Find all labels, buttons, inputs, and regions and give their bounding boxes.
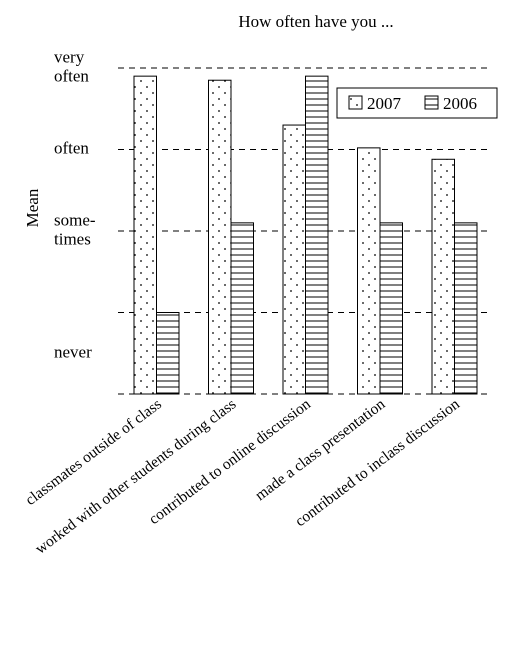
legend-label-2007: 2007 — [367, 94, 402, 113]
legend-swatch-2007 — [348, 95, 363, 110]
bar-2007-1 — [208, 79, 232, 395]
bar-2007-4 — [431, 158, 455, 395]
y-tick-label-3: very often — [54, 48, 89, 86]
legend-box — [336, 87, 498, 119]
bar-2006-4 — [454, 222, 478, 395]
x-tick-label-0: classmates outside of class — [22, 396, 165, 509]
y-tick-label-0: never — [54, 342, 92, 361]
y-tick-label-1: some-times — [54, 211, 96, 249]
y-tick-label-3-line-0: very — [54, 48, 85, 67]
y-axis-label: Mean — [23, 188, 42, 227]
y-tick-label-2: often — [54, 139, 89, 158]
y-tick-label-0-line-0: never — [54, 342, 92, 361]
y-tick-label-1-line-1: times — [54, 230, 91, 249]
bar-2006-2 — [305, 75, 329, 395]
bar-2007-0 — [133, 75, 157, 395]
gridlines — [118, 67, 490, 395]
y-tick-label-1-line-0: some- — [54, 211, 96, 230]
chart-title: How often have you ... — [238, 12, 393, 31]
bar-2006-3 — [379, 222, 403, 395]
legend-swatch-2006 — [424, 95, 439, 110]
bar-2006-1 — [230, 222, 254, 395]
bar-2006-0 — [156, 312, 180, 395]
bar-2007-3 — [357, 147, 381, 395]
legend: 2007 2006 — [336, 87, 498, 119]
legend-label-2006: 2006 — [443, 94, 477, 113]
y-tick-label-3-line-1: often — [54, 67, 89, 86]
y-tick-label-2-line-0: often — [54, 139, 89, 158]
bars — [133, 75, 478, 395]
bar-2007-2 — [282, 124, 306, 395]
x-tick-label-3: made a class presentation — [252, 395, 389, 504]
